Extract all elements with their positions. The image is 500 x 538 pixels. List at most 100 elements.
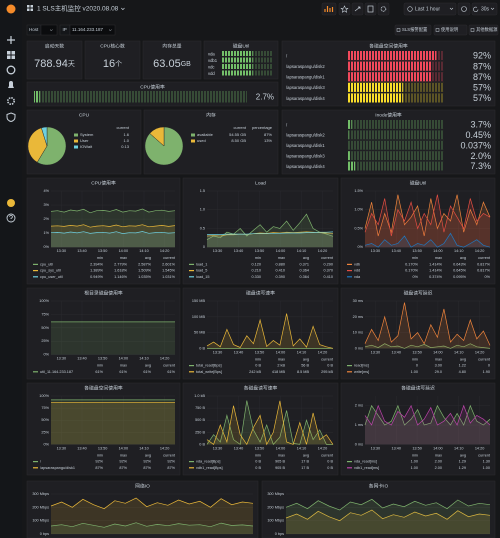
legend-stat: 905 B bbox=[275, 466, 285, 470]
legend-swatch bbox=[74, 139, 78, 143]
gauge-segments bbox=[348, 120, 444, 129]
legend-stat: 0.817% bbox=[477, 262, 491, 266]
x-tick-label: 13:50 bbox=[98, 446, 108, 450]
legend-stat: 0.364 bbox=[299, 275, 309, 279]
series-line bbox=[364, 404, 491, 426]
legend-percentage: 87% bbox=[264, 132, 272, 137]
series-line bbox=[206, 313, 334, 349]
gauge-segments bbox=[348, 93, 444, 103]
y-tick-label: 1.0 bbox=[200, 208, 205, 212]
stat-value: 63.05GB bbox=[153, 58, 191, 70]
link-button[interactable] bbox=[468, 24, 499, 36]
gauge-segments bbox=[222, 64, 273, 69]
legend-swatch bbox=[347, 270, 352, 272]
series-line bbox=[364, 194, 491, 237]
legend-header: min bbox=[412, 357, 418, 361]
legend-name: System bbox=[80, 132, 94, 137]
link-button[interactable] bbox=[433, 24, 468, 36]
legend-header: avg bbox=[303, 256, 309, 260]
help-icon[interactable] bbox=[6, 213, 16, 223]
x-tick-label: 14:10 bbox=[139, 357, 149, 361]
legend-stat: 0 B bbox=[327, 460, 333, 464]
star-button[interactable] bbox=[338, 2, 351, 16]
legend-stat: 17 B bbox=[301, 460, 309, 464]
y-tick-label: 0.5% bbox=[354, 226, 363, 230]
logo[interactable] bbox=[6, 4, 16, 14]
x-tick-label: 14:10 bbox=[139, 446, 149, 450]
dashboard-icon bbox=[27, 5, 33, 11]
add-panel-button[interactable] bbox=[321, 2, 337, 16]
panel-bg bbox=[340, 177, 496, 285]
link-button[interactable] bbox=[394, 24, 432, 36]
series-area bbox=[207, 231, 333, 248]
legend-stat: 0 B bbox=[255, 466, 261, 470]
alerting-icon[interactable] bbox=[8, 81, 14, 88]
legend-swatch bbox=[189, 270, 194, 272]
time-picker[interactable] bbox=[403, 2, 457, 16]
x-tick-label: 13:40 bbox=[77, 446, 87, 450]
panel: 网络IO 0 bps 100 Mbps 200 Mbps 300 Mbps bbox=[26, 480, 259, 538]
legend-stat: 0.374% bbox=[429, 275, 443, 279]
explore-icon[interactable] bbox=[6, 65, 16, 75]
variable-dropdown[interactable] bbox=[40, 24, 58, 36]
legend-swatch bbox=[74, 145, 78, 149]
settings-button[interactable] bbox=[377, 2, 390, 16]
add-panel-icon bbox=[324, 6, 334, 12]
avatar[interactable] bbox=[7, 199, 15, 207]
y-tick-label: 500 B bbox=[195, 418, 205, 422]
refresh-picker[interactable] bbox=[471, 2, 498, 16]
legend-swatch bbox=[189, 276, 194, 278]
y-tick-label: 4% bbox=[44, 189, 50, 193]
panel-title: 网络IO bbox=[135, 482, 150, 489]
x-tick-label: 14:00 bbox=[433, 249, 443, 253]
legend-header: min bbox=[255, 453, 261, 457]
star-icon bbox=[340, 5, 349, 13]
config-icon[interactable] bbox=[7, 97, 16, 106]
legend-stat: 0.210 bbox=[251, 269, 261, 273]
legend-name: vda_read[Bps] bbox=[196, 460, 221, 464]
link-label: 使用说明 bbox=[441, 26, 458, 33]
x-tick-label: 14:10 bbox=[297, 446, 307, 450]
legend-stat: 0.371 bbox=[299, 262, 309, 266]
admin-icon[interactable] bbox=[6, 112, 16, 123]
x-tick-label: 13:30 bbox=[213, 446, 223, 450]
zoom-out-button[interactable] bbox=[457, 2, 471, 16]
sidebar bbox=[0, 0, 22, 538]
link-icon bbox=[435, 28, 440, 32]
legend-stat: 0.817% bbox=[477, 269, 491, 273]
x-tick-label: 13:40 bbox=[77, 249, 87, 253]
gauge-value: 0.45% bbox=[465, 130, 491, 140]
x-tick-label: 13:30 bbox=[57, 357, 67, 361]
variable-dropdown[interactable] bbox=[69, 24, 116, 36]
legend-header: min bbox=[97, 256, 103, 260]
legend-stat: 0.170% bbox=[405, 262, 419, 266]
x-tick-label: 13:50 bbox=[412, 249, 422, 253]
panel: 各磁盘空间使用率 0% 25% 50% 75% 100% 13:30 13:40 13:50 14… bbox=[26, 382, 181, 476]
legend-stat: 87% bbox=[143, 466, 151, 470]
variables: Host IP 11.164.233.187 bbox=[26, 24, 116, 36]
panel: CPU current System 1.6 User 1.0 IOWait 0.13 bbox=[26, 109, 142, 175]
save-button[interactable] bbox=[364, 2, 377, 16]
legend-stat: 92% bbox=[95, 460, 103, 464]
y-tick-label: 0 bps bbox=[275, 532, 284, 536]
panel: CPU核心数 16个 bbox=[84, 40, 141, 80]
x-tick-label: 13:40 bbox=[234, 249, 244, 253]
panel-title: Load bbox=[255, 180, 266, 186]
dashboards-icon[interactable] bbox=[7, 51, 15, 59]
x-tick-label: 14:20 bbox=[318, 249, 328, 253]
gauge-value: 0.037% bbox=[460, 140, 491, 150]
legend-name: vdb1_read[ms] bbox=[354, 466, 379, 470]
gauge-value: 87% bbox=[473, 72, 491, 82]
legend-swatch bbox=[189, 461, 194, 463]
legend-name: cpu_sys_util bbox=[40, 269, 61, 273]
legend-value: 8.50 GB bbox=[231, 138, 246, 143]
series-line bbox=[50, 208, 176, 214]
create-icon[interactable] bbox=[7, 36, 15, 44]
legend-swatch bbox=[33, 263, 38, 265]
legend-swatch bbox=[189, 263, 194, 265]
series-area bbox=[207, 214, 333, 248]
y-tick-label: 0% bbox=[44, 442, 50, 446]
dashboard-title[interactable]: 1 SLS主机监控 v2020.08.08 bbox=[37, 4, 119, 13]
legend-name: vdd bbox=[354, 269, 360, 273]
refresh-icon bbox=[473, 6, 479, 12]
